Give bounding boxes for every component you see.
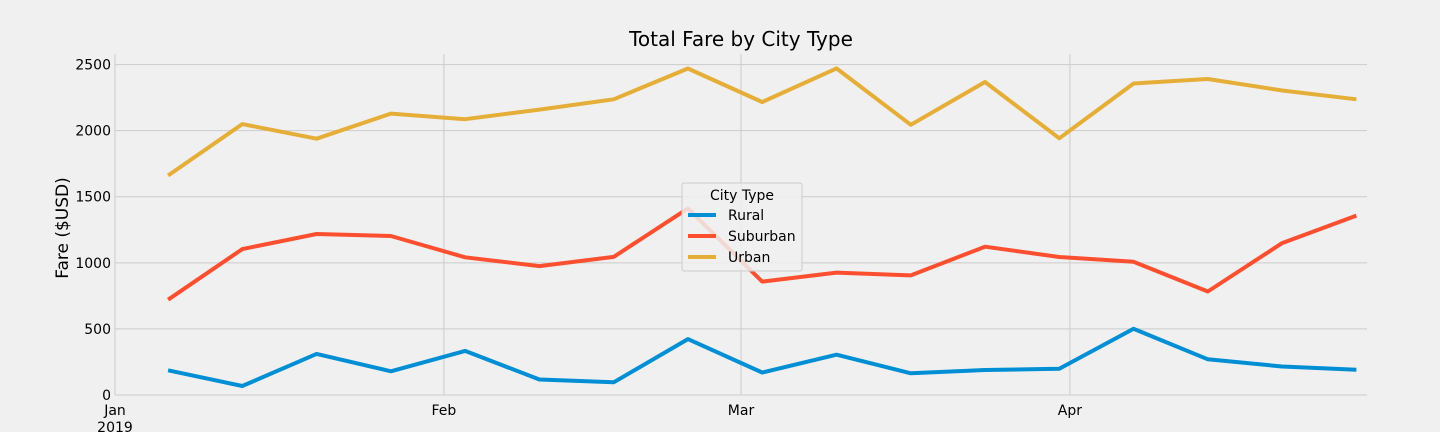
y-tick-label: 1000 (75, 256, 111, 272)
y-tick-label: 1500 (75, 190, 111, 206)
legend-label-suburban: Suburban (728, 229, 796, 245)
y-axis-label: Fare ($USD) (53, 177, 73, 279)
legend-box (681, 182, 803, 272)
x-tick-sublabel: 2019 (97, 420, 133, 432)
x-tick-label: Apr (1058, 403, 1082, 419)
legend-label-rural: Rural (728, 208, 764, 224)
x-tick-label: Jan (103, 403, 126, 419)
legend-title: City Type (710, 188, 774, 204)
series-line-urban (166, 66, 1357, 178)
y-tick-label: 0 (102, 388, 111, 404)
x-tick-label: Mar (728, 403, 755, 419)
y-tick-label: 2000 (75, 124, 111, 140)
legend-label-urban: Urban (728, 250, 770, 266)
y-tick-label: 2500 (75, 58, 111, 74)
y-tick-label: 500 (84, 322, 111, 338)
series-line-suburban (166, 206, 1358, 302)
series-lines (166, 66, 1358, 388)
legend: City Type Rural Suburban Urban (681, 182, 803, 272)
series-line-rural (167, 326, 1357, 388)
chart-title: Total Fare by City Type (628, 27, 853, 51)
x-tick-label: Feb (432, 403, 457, 419)
